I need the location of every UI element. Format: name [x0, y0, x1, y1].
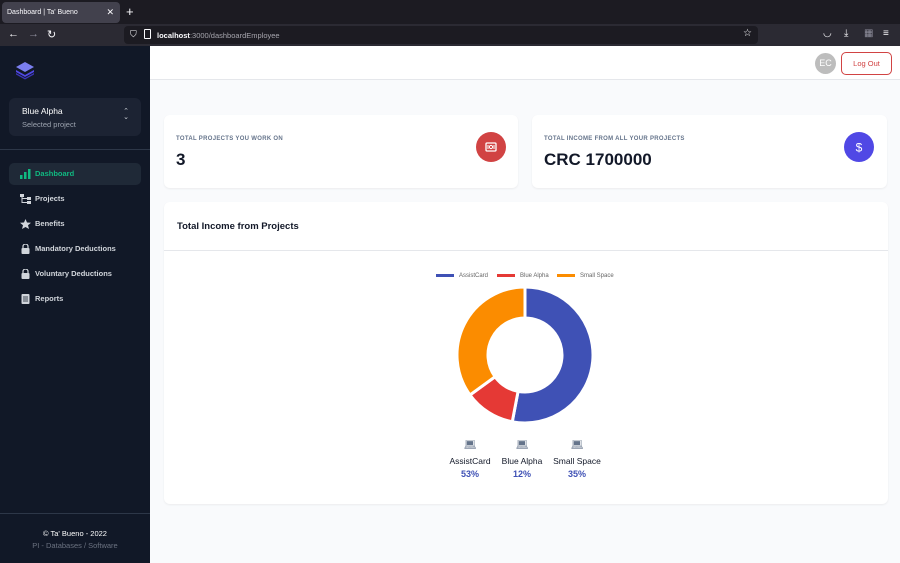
laptop-icon: 💻︎ — [570, 440, 584, 451]
sidebar-item-reports[interactable]: Reports — [9, 288, 141, 310]
page-icon — [144, 29, 151, 39]
sidebar-item-label: Voluntary Deductions — [35, 269, 112, 278]
legend-item-blue-alpha[interactable]: Blue Alpha — [497, 273, 549, 279]
laptop-icon: 💻︎ — [515, 440, 529, 451]
stat-value: 53% — [460, 469, 479, 479]
back-icon[interactable]: ← — [8, 28, 19, 40]
sidebar-item-projects[interactable]: Projects — [9, 188, 141, 210]
menu-icon[interactable]: ≡ — [883, 28, 889, 39]
reload-icon[interactable]: ↻ — [47, 29, 57, 41]
sidebar-item-label: Mandatory Deductions — [35, 244, 116, 253]
stat-assistcard: 💻︎ AssistCard 53% — [440, 440, 500, 479]
footer-subtitle: PI - Databases / Software — [32, 541, 118, 550]
sidebar-item-label: Reports — [35, 294, 64, 303]
laptop-icon: 💻︎ — [463, 440, 477, 451]
total-projects-card: TOTAL PROJECTS YOU WORK ON 3 — [164, 115, 518, 188]
sidebar-item-mandatory-deductions[interactable]: Mandatory Deductions — [9, 238, 141, 260]
stat-name: AssistCard — [449, 456, 491, 466]
stat-name: Blue Alpha — [501, 456, 543, 466]
card-value: CRC 1700000 — [544, 150, 652, 169]
legend-item-small-space[interactable]: Small Space — [557, 273, 614, 279]
income-chart-card: Total Income from Projects AssistCard Bl… — [164, 202, 888, 504]
lock-icon — [21, 269, 30, 279]
donut-slice-small-space[interactable] — [455, 285, 527, 398]
card-value: 3 — [176, 150, 186, 169]
browser-tab-strip: Dashboard | Ta' Bueno ✕ + — [0, 0, 900, 24]
legend-item-assistcard[interactable]: AssistCard — [436, 273, 488, 279]
stat-value: 12% — [512, 469, 531, 479]
svg-text:$: $ — [856, 141, 863, 155]
close-tab-icon[interactable]: ✕ — [106, 7, 114, 17]
star-icon — [20, 219, 31, 229]
sidebar-item-voluntary-deductions[interactable]: Voluntary Deductions — [9, 263, 141, 285]
bar-chart-icon — [20, 169, 31, 179]
stat-blue-alpha: 💻︎ Blue Alpha 12% — [492, 440, 552, 479]
total-income-card: TOTAL INCOME FROM ALL YOUR PROJECTS CRC … — [532, 115, 887, 188]
shield-icon[interactable]: ⛉ — [130, 29, 137, 39]
card-label: TOTAL PROJECTS YOU WORK ON — [176, 136, 284, 142]
logout-button[interactable]: Log Out — [841, 52, 892, 75]
extension-icon[interactable]: ▦ — [864, 28, 874, 39]
sidebar-divider — [0, 149, 150, 150]
donut-chart — [455, 285, 595, 425]
document-icon — [21, 294, 30, 304]
stat-value: 35% — [567, 469, 586, 479]
stat-name: Small Space — [553, 456, 601, 466]
forward-icon[interactable]: → — [28, 28, 39, 40]
bookmark-star-icon[interactable]: ☆ — [743, 28, 752, 39]
sidebar-item-dashboard[interactable]: Dashboard — [9, 163, 141, 185]
topbar: EC Log Out — [150, 46, 900, 80]
browser-navbar: ← → ↻ ⛉ localhost:3000/dashboardEmployee… — [0, 24, 900, 46]
stat-small-space: 💻︎ Small Space 35% — [547, 440, 607, 479]
download-icon[interactable]: ⤓ — [844, 28, 849, 39]
project-subtitle: Selected project — [22, 120, 76, 129]
footer-copyright: © Ta' Bueno - 2022 — [43, 529, 107, 538]
pocket-icon[interactable]: ◡ — [823, 28, 832, 39]
lock-icon — [21, 244, 30, 254]
project-name: Blue Alpha — [22, 106, 63, 116]
sidebar-item-label: Benefits — [35, 219, 65, 228]
tab-title: Dashboard | Ta' Bueno — [7, 9, 78, 16]
card-label: TOTAL INCOME FROM ALL YOUR PROJECTS — [544, 136, 685, 142]
url-text[interactable]: localhost:3000/dashboardEmployee — [157, 31, 280, 40]
sidebar-item-label: Dashboard — [35, 169, 75, 178]
new-tab-icon[interactable]: + — [126, 4, 134, 19]
selector-arrows-icon: ⌃ ⌄ — [123, 108, 129, 121]
hierarchy-icon — [20, 194, 31, 204]
avatar[interactable]: EC — [815, 53, 836, 74]
sidebar-item-benefits[interactable]: Benefits — [9, 213, 141, 235]
browser-tab[interactable]: Dashboard | Ta' Bueno ✕ — [2, 2, 120, 23]
dollar-icon: $ — [844, 132, 874, 162]
donut-slice-assistcard[interactable] — [510, 285, 595, 425]
money-icon — [476, 132, 506, 162]
sidebar-footer-divider — [0, 513, 150, 514]
chart-title: Total Income from Projects — [177, 221, 299, 232]
logo-icon[interactable] — [14, 59, 36, 81]
sidebar: Blue Alpha Selected project ⌃ ⌄ Dashboard… — [0, 46, 150, 563]
chart-divider — [164, 250, 888, 251]
url-bar[interactable]: ⛉ localhost:3000/dashboardEmployee ☆ — [124, 26, 758, 44]
sidebar-item-label: Projects — [35, 194, 65, 203]
project-selector[interactable]: Blue Alpha Selected project ⌃ ⌄ — [9, 98, 141, 136]
